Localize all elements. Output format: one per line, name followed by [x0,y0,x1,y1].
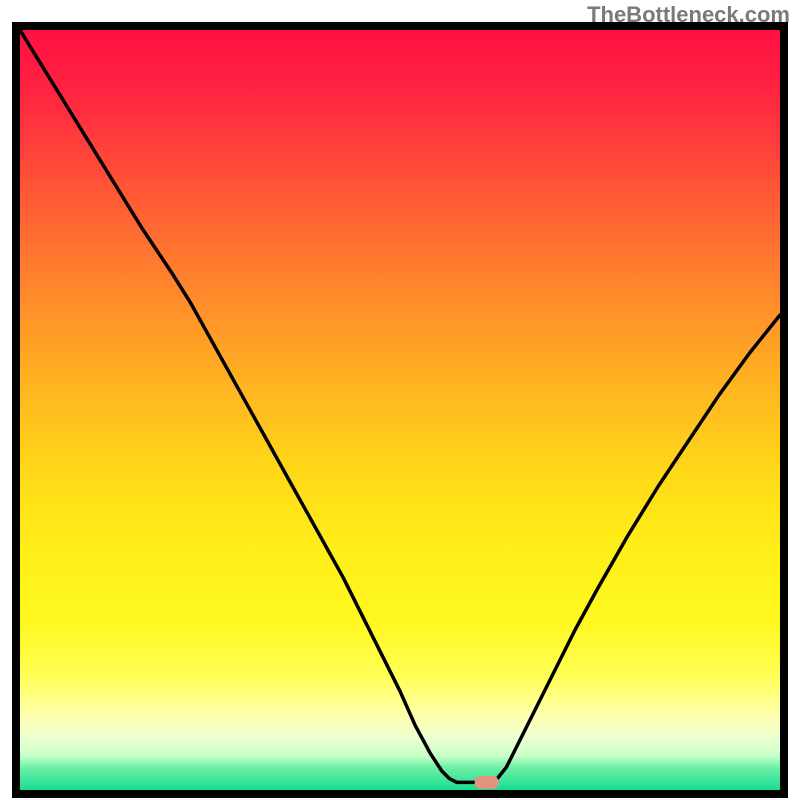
chart-background [20,30,780,790]
chart-container: TheBottleneck.com [0,0,800,800]
bottleneck-chart [0,0,800,800]
marker-dot [475,776,499,789]
watermark-text: TheBottleneck.com [587,2,790,28]
